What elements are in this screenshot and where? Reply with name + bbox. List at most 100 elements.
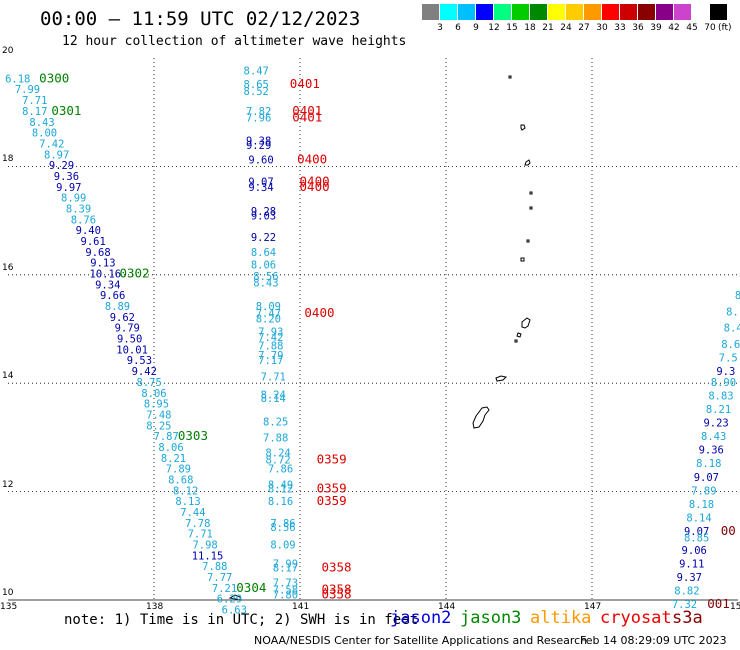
- lon-label: 147: [584, 602, 602, 612]
- wave-height-value: 7.48: [146, 409, 171, 421]
- wave-height-value: 8.43: [253, 278, 278, 290]
- wave-height-value: 6.18: [5, 73, 30, 85]
- legend-label: 39: [650, 23, 662, 33]
- wave-height-value: 8.56: [270, 522, 295, 534]
- legend-swatch: [692, 4, 709, 20]
- map-subtitle: 12 hour collection of altimeter wave hei…: [62, 34, 407, 49]
- legend-label: 21: [542, 23, 554, 33]
- legend-label: 3: [437, 23, 443, 33]
- island-outline: [520, 124, 526, 131]
- wave-height-value: 9.66: [100, 290, 125, 302]
- island-outline: [508, 75, 512, 79]
- wave-height-value: 8.1: [726, 306, 740, 318]
- wave-height-value: 7.79: [258, 350, 283, 362]
- wave-height-value: 9.53: [127, 355, 152, 367]
- time-label: 0301: [51, 103, 81, 118]
- wave-height-value: 6.29: [217, 594, 242, 606]
- wave-height-value: 9.50: [117, 334, 142, 346]
- wave-height-value: 9.29: [246, 140, 271, 152]
- time-label: 00: [721, 523, 736, 538]
- wave-height-value: 9.37: [677, 572, 702, 584]
- wave-height-value: 8.49: [268, 479, 293, 491]
- wave-height-value: 7.89: [691, 485, 716, 497]
- time-label: 0359: [317, 451, 347, 466]
- wave-height-value: 8.47: [244, 65, 269, 77]
- wave-height-value: 7.87: [154, 431, 179, 443]
- wave-height-value: 7.42: [258, 332, 283, 344]
- wave-height-value: 8.20: [256, 313, 281, 325]
- lat-label: 16: [2, 262, 14, 273]
- wave-height-value: 8.00: [32, 128, 57, 140]
- legend-label: 12: [488, 23, 500, 33]
- legend-swatch: [476, 4, 493, 20]
- legend-label: 70: [704, 23, 716, 33]
- legend-swatch: [548, 4, 565, 20]
- wave-height-value: 7.96: [246, 112, 271, 124]
- satellite-jason2: jason2: [390, 608, 452, 628]
- wave-height-value: 8.56: [253, 271, 278, 283]
- legend-label: 42: [668, 23, 680, 33]
- wave-height-value: 7.71: [188, 529, 213, 541]
- wave-height-value: 7.44: [180, 507, 205, 519]
- wave-height-value: 7.32: [672, 599, 697, 611]
- wave-height-value: 9.42: [132, 366, 157, 378]
- wave-height-value: 7.93: [258, 327, 283, 339]
- wave-height-value: 8.06: [251, 259, 276, 271]
- time-label: 0302: [119, 266, 149, 281]
- wave-height-value: 7.86: [268, 464, 293, 476]
- wave-height-value: 8.65: [244, 79, 269, 91]
- legend-swatch: [602, 4, 619, 20]
- wave-height-value: 8.76: [71, 214, 96, 226]
- wave-height-value: 10.01: [116, 344, 148, 356]
- lon-label: 144: [438, 602, 456, 612]
- wave-height-value: 9.60: [248, 155, 273, 167]
- wave-height-value: 8.72: [265, 454, 290, 466]
- wave-height-value: 8.25: [263, 416, 288, 428]
- wave-height-value: 7.71: [261, 371, 286, 383]
- wave-height-value: 9.07: [248, 176, 273, 188]
- legend-label: 6: [455, 23, 461, 33]
- wave-height-value: 8.12: [173, 485, 198, 497]
- wave-height-value: 9.36: [699, 445, 724, 457]
- wave-height-value: 8.82: [674, 586, 699, 598]
- wave-height-value: 7.88: [258, 341, 283, 353]
- wave-height-value: 8.24: [265, 447, 290, 459]
- wave-height-value: 9.68: [85, 247, 110, 259]
- island-outline: [526, 239, 530, 243]
- wave-height-value: 8.21: [706, 404, 731, 416]
- wave-height-value: 9.06: [682, 545, 707, 557]
- island-outline: [524, 159, 531, 166]
- island-outline: [521, 317, 531, 329]
- island-outline: [529, 206, 533, 210]
- wave-height-value: 7.5: [719, 353, 738, 365]
- lon-label: 150: [730, 602, 740, 612]
- wave-height-value: 8.97: [44, 149, 69, 161]
- wave-height-value: 7.89: [166, 464, 191, 476]
- wave-height-value: 8.25: [146, 420, 171, 432]
- legend-swatch: [584, 4, 601, 20]
- wave-height-value: 8.89: [105, 301, 130, 313]
- wave-height-value: 9.79: [115, 323, 140, 335]
- wave-height-value: 7.47: [256, 308, 281, 320]
- legend-label: 18: [524, 23, 536, 33]
- wave-height-value: 9.13: [90, 258, 115, 270]
- wave-height-value: 11.15: [192, 550, 224, 562]
- land-outlines: [228, 75, 533, 601]
- wave-height-value: 8.43: [29, 117, 54, 129]
- wave-height-value: 8.14: [261, 393, 286, 405]
- wave-height-value: 8.99: [61, 193, 86, 205]
- wave-height-value: 7.88: [202, 561, 227, 573]
- wave-height-value: 8.17: [22, 106, 47, 118]
- legend-swatch: [710, 4, 727, 20]
- lat-label: 12: [2, 479, 14, 490]
- time-label: 0401: [290, 76, 320, 91]
- wave-height-value: 9.11: [679, 558, 704, 570]
- wave-height-value: 8.39: [66, 203, 91, 215]
- wave-height-value: 7.99: [15, 84, 40, 96]
- satellite-cryosat: cryosat: [600, 608, 672, 628]
- time-label: 0358: [321, 586, 351, 601]
- wave-height-value: 7.42: [39, 138, 64, 150]
- wave-height-value: 7.17: [258, 355, 283, 367]
- lat-label: 10: [2, 588, 14, 598]
